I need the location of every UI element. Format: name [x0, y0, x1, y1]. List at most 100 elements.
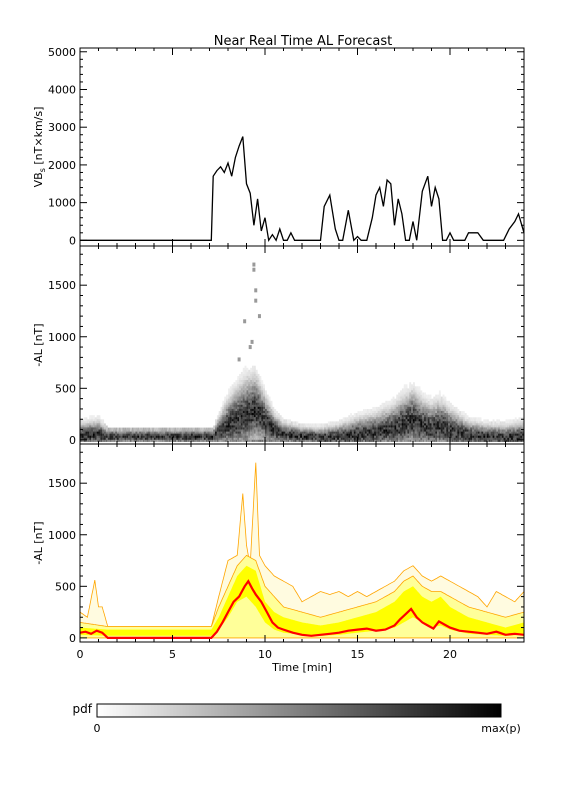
pdf-cell: [392, 427, 395, 432]
pdf-cell: [477, 437, 480, 442]
pdf-cell: [203, 433, 206, 438]
pdf-cell: [446, 417, 449, 422]
pdf-cell: [411, 398, 413, 403]
pdf-cell: [401, 437, 404, 442]
pdf-cell: [229, 417, 232, 422]
pdf-cell: [228, 417, 230, 422]
pdf-cell: [98, 417, 101, 422]
pdf-cell: [266, 398, 269, 403]
pdf-cell: [248, 400, 251, 405]
pdf-cell: [248, 345, 252, 350]
pdf-cell: [372, 411, 375, 416]
pdf-cell: [446, 400, 449, 405]
pdf-cell: [257, 437, 260, 442]
pdf-cell: [514, 427, 517, 432]
pdf-cell: [239, 411, 241, 416]
pdf-cell: [340, 437, 343, 442]
pdf-cell: [422, 392, 425, 397]
pdf-cell: [316, 437, 319, 442]
pdf-cell: [337, 437, 339, 442]
pdf-cell: [250, 437, 253, 442]
colorbar-max-label: max(p): [481, 722, 521, 735]
pdf-cell: [107, 433, 110, 438]
pdf-cell: [398, 398, 401, 403]
pdf-cell: [83, 431, 86, 436]
pdf-cell: [422, 427, 425, 432]
pdf-cell: [350, 427, 352, 432]
pdf-cell: [353, 421, 356, 426]
pdf-cell: [448, 437, 450, 442]
pdf-cell: [216, 419, 219, 424]
pdf-cell: [242, 398, 245, 403]
pdf-cell: [337, 427, 339, 432]
pdf-cell: [216, 421, 219, 426]
pdf-cell: [104, 433, 106, 438]
pdf-cell: [414, 421, 417, 426]
pdf-cell: [331, 425, 334, 430]
pdf-cell: [183, 427, 186, 432]
pdf-cell: [261, 384, 264, 389]
pdf-cell: [390, 433, 393, 438]
pdf-cell: [401, 431, 404, 436]
pdf-cell: [376, 406, 378, 411]
pdf-cell: [496, 437, 499, 442]
pdf-cell: [91, 431, 93, 436]
pdf-cell: [414, 409, 417, 413]
pdf-cell: [231, 388, 234, 393]
pdf-cell: [266, 425, 269, 430]
pdf-cell: [376, 421, 378, 426]
pdf-cell: [224, 409, 227, 413]
pdf-cell: [514, 433, 517, 438]
pdf-cell: [235, 404, 238, 409]
pdf-cell: [416, 421, 419, 426]
pdf-cell: [464, 415, 467, 420]
pdf-cell: [418, 417, 421, 422]
pdf-cell: [379, 437, 382, 442]
pdf-cell: [80, 419, 82, 424]
y-tick-label: 1000: [48, 197, 76, 210]
pdf-cell: [133, 427, 136, 432]
pdf-cell: [427, 415, 430, 420]
pdf-cell: [135, 427, 138, 432]
pdf-cell: [222, 411, 225, 416]
y-tick-label: 3000: [48, 121, 76, 134]
pdf-cell: [472, 421, 475, 426]
pdf-cell: [442, 400, 445, 405]
pdf-cell: [239, 425, 241, 430]
pdf-cell: [237, 433, 240, 438]
pdf-cell: [233, 384, 236, 389]
pdf-cell: [477, 427, 480, 432]
pdf-cell: [233, 398, 236, 403]
pdf-cell: [438, 421, 441, 426]
pdf-cell: [351, 415, 354, 420]
pdf-cell: [218, 425, 221, 430]
pdf-cell: [170, 437, 173, 442]
y-tick-label: 0: [69, 234, 76, 247]
pdf-cell: [102, 421, 105, 426]
pdf-cell: [409, 425, 412, 430]
pdf-cell: [496, 419, 499, 424]
pdf-cell: [98, 431, 101, 436]
pdf-cell: [427, 433, 430, 438]
pdf-cell: [363, 409, 365, 413]
pdf-cell: [424, 415, 426, 420]
pdf-cell: [388, 411, 391, 416]
pdf-cell: [240, 371, 243, 376]
pdf-cell: [257, 425, 260, 430]
pdf-cell: [235, 380, 238, 385]
pdf-cell: [237, 411, 240, 416]
pdf-cell: [242, 421, 245, 426]
pdf-cell: [220, 427, 223, 432]
pdf-cell: [242, 400, 245, 405]
pdf-cell: [135, 431, 138, 436]
pdf-cell: [376, 437, 378, 442]
pdf-cell: [425, 431, 428, 436]
pdf-cell: [257, 427, 260, 432]
pdf-cell: [424, 431, 426, 436]
pdf-cell: [413, 398, 415, 403]
pdf-cell: [135, 437, 138, 442]
pdf-cell: [377, 425, 380, 430]
pdf-cell: [102, 425, 105, 430]
pdf-cell: [307, 437, 310, 442]
pdf-cell: [363, 433, 365, 438]
